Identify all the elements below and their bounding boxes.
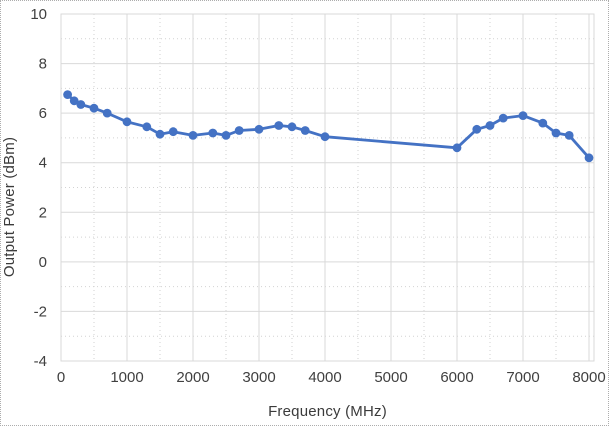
x-axis-title: Frequency (MHz) xyxy=(268,403,387,420)
data-point-marker xyxy=(168,127,178,137)
data-point-marker xyxy=(122,117,132,127)
x-tick-label: 5000 xyxy=(374,369,407,386)
data-point-marker xyxy=(452,143,462,153)
data-point-marker xyxy=(300,126,310,135)
data-point-marker xyxy=(584,153,594,163)
y-tick-label: -2 xyxy=(34,303,47,320)
y-tick-label: 10 xyxy=(30,6,47,23)
x-tick-label: 7000 xyxy=(506,369,539,386)
y-tick-label: 8 xyxy=(39,56,47,73)
data-point-marker xyxy=(518,111,528,120)
data-point-marker xyxy=(538,118,548,128)
x-tick-label: 0 xyxy=(57,369,65,386)
x-tick-label: 2000 xyxy=(176,369,209,386)
data-point-marker xyxy=(89,103,99,113)
data-point-marker xyxy=(208,128,218,138)
plot-border xyxy=(60,13,595,362)
data-point-marker xyxy=(287,122,297,132)
y-tick-label: 6 xyxy=(39,105,47,122)
data-point-marker xyxy=(63,90,72,99)
data-point-marker xyxy=(551,128,561,138)
data-point-marker xyxy=(155,129,165,139)
data-point-marker xyxy=(188,131,198,140)
x-tick-label: 1000 xyxy=(110,369,143,386)
data-point-marker xyxy=(221,131,231,140)
data-point-marker xyxy=(254,124,264,134)
data-point-marker xyxy=(564,131,574,140)
data-point-marker xyxy=(498,113,508,123)
y-tick-label: 4 xyxy=(39,155,47,172)
data-point-marker xyxy=(102,108,112,118)
data-point-marker xyxy=(76,100,86,109)
x-tick-label: 8000 xyxy=(572,369,605,386)
data-point-marker xyxy=(142,122,152,132)
x-tick-label: 6000 xyxy=(440,369,473,386)
data-point-marker xyxy=(472,124,482,134)
data-point-marker xyxy=(485,121,495,130)
x-tick-label: 4000 xyxy=(308,369,341,386)
y-axis-title: Output Power (dBm) xyxy=(1,136,18,278)
data-point-marker xyxy=(69,96,79,106)
data-point-marker xyxy=(234,126,244,135)
x-tick-label: 3000 xyxy=(242,369,275,386)
y-tick-label: -4 xyxy=(34,353,47,370)
data-point-marker xyxy=(274,121,284,130)
data-point-marker xyxy=(320,132,330,142)
y-tick-label: 0 xyxy=(39,254,47,271)
y-tick-label: 2 xyxy=(39,204,47,221)
